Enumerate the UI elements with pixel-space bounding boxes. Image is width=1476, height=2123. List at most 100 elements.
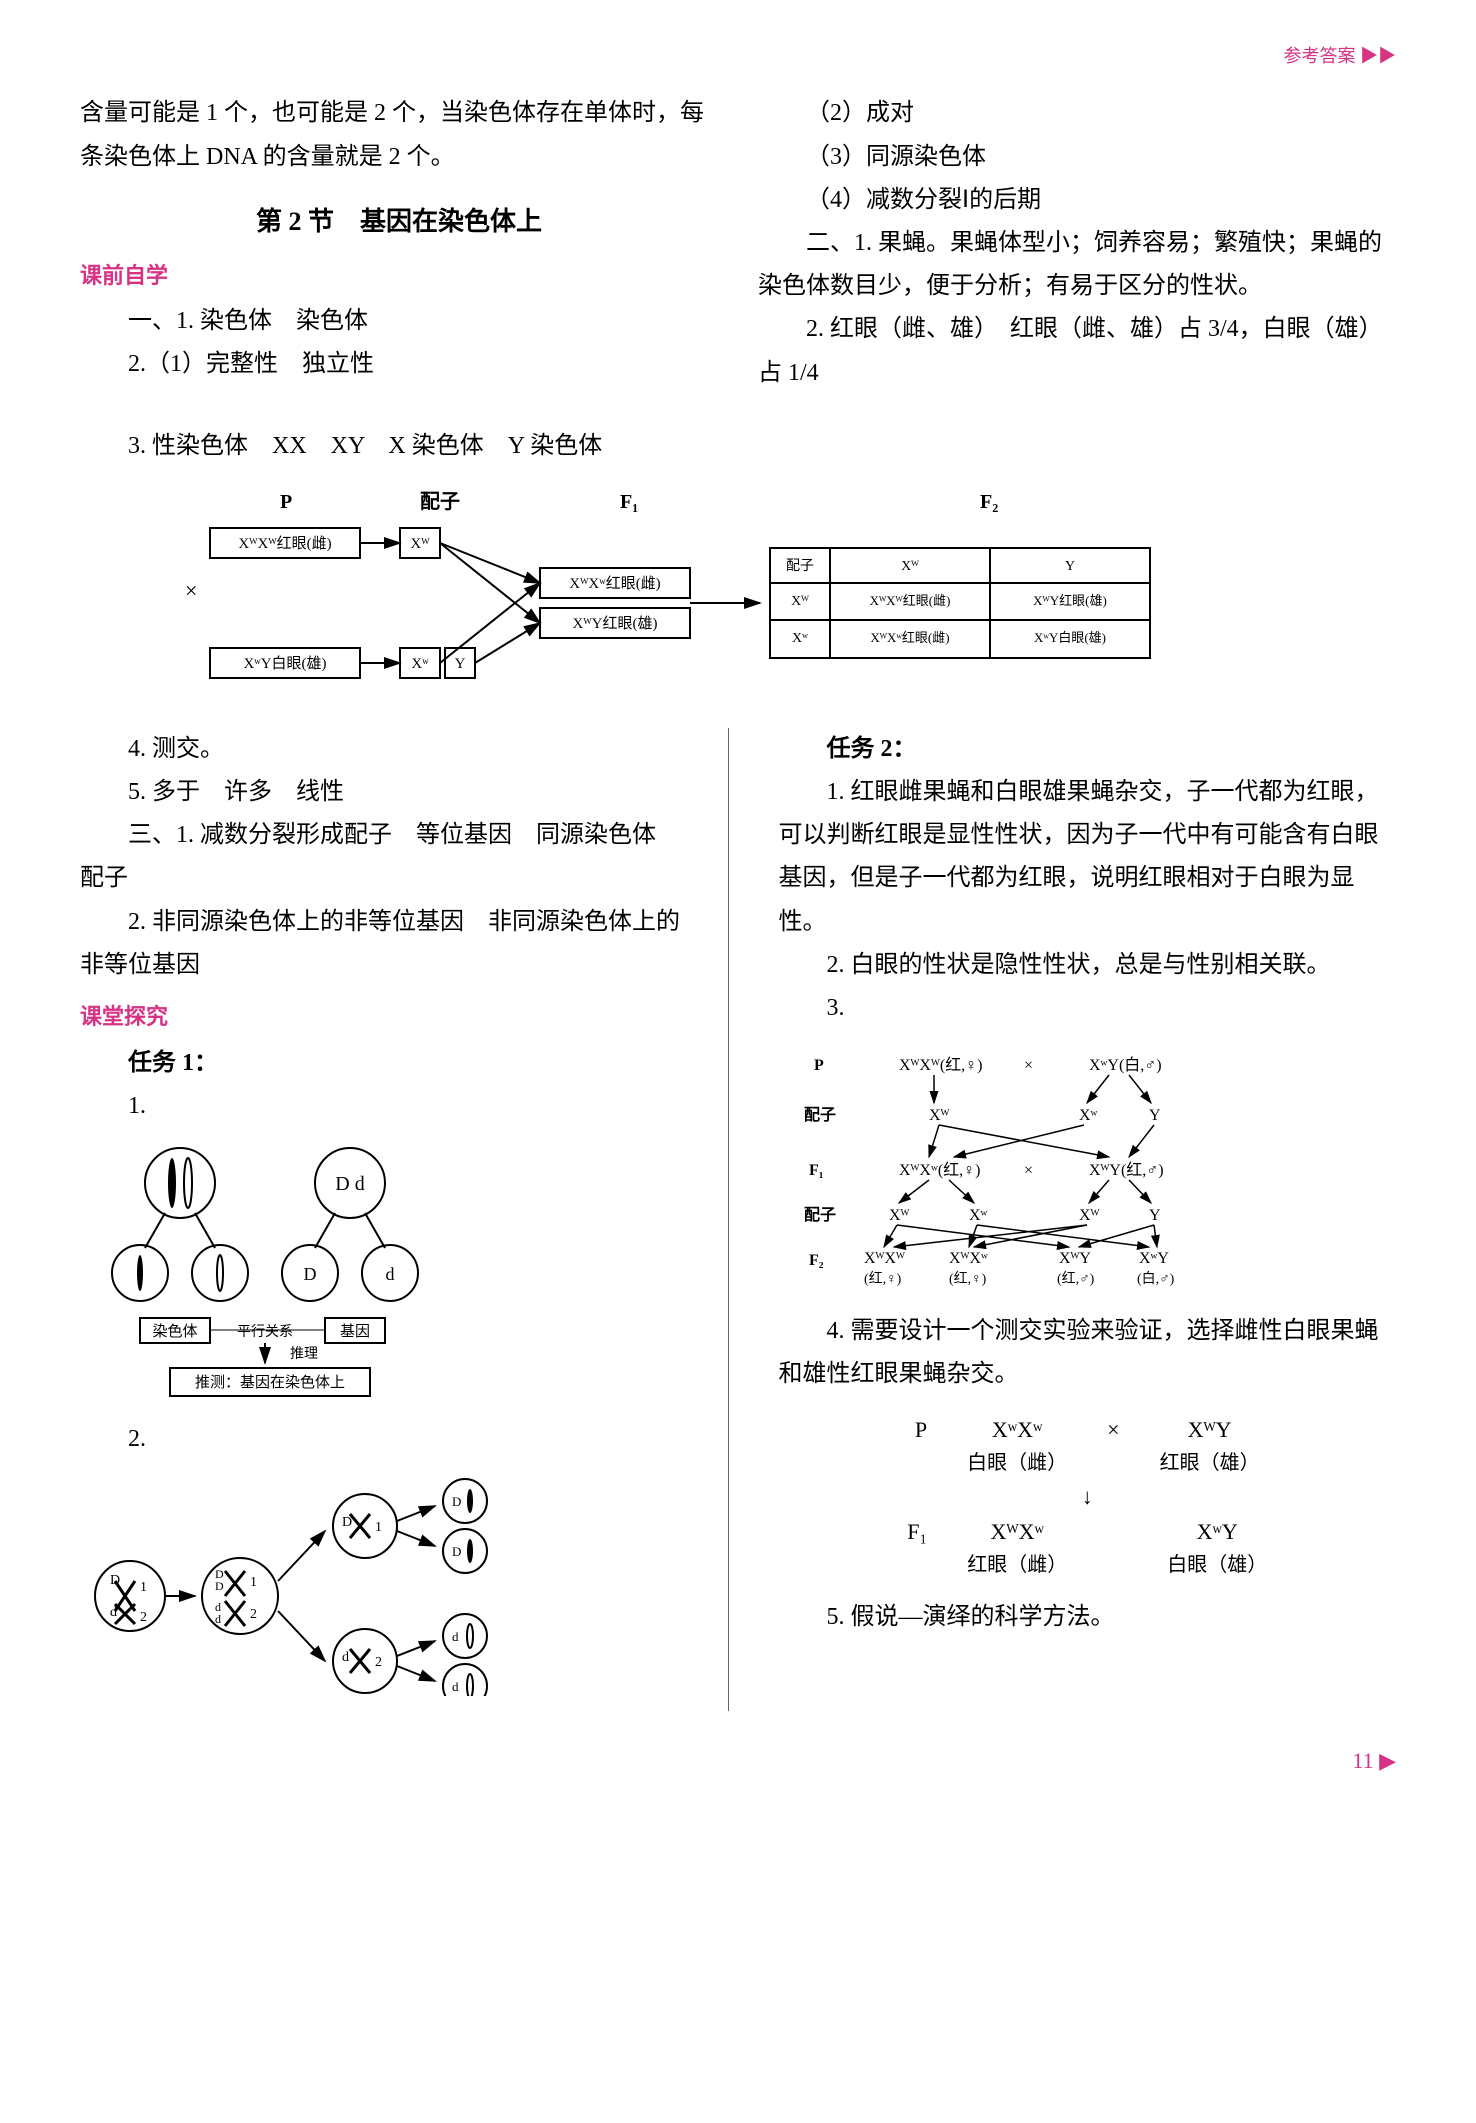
tc-f1f: XᵂXʷ — [967, 1514, 1067, 1549]
num-1: 1. — [80, 1085, 698, 1128]
task1-diagram-2: D 1 d 2 DD 1 dd 2 D 1 — [80, 1476, 698, 1696]
svg-text:配子: 配子 — [804, 1106, 836, 1124]
parallel-text: 平行关系 — [237, 1324, 293, 1340]
task1-diagram-1: D d D d 染色体 平行关系 基因 推理 — [80, 1143, 698, 1403]
d-upper: D — [304, 1264, 317, 1284]
tc-cross: × — [1107, 1412, 1119, 1447]
tc-pf: XʷXʷ — [967, 1412, 1067, 1447]
task1-label: 任务 1： — [80, 1042, 698, 1085]
table-r1c1: XᵂXᵂ红眼(雌) — [870, 593, 951, 608]
svg-text:d: d — [215, 1612, 221, 1626]
line-1-1: 一、1. 染色体 染色体 — [80, 300, 718, 343]
section-2-title: 第 2 节 基因在染色体上 — [80, 199, 718, 246]
svg-text:D: D — [452, 1544, 461, 1559]
bottom-columns: 4. 测交。 5. 多于 许多 线性 三、1. 减数分裂形成配子 等位基因 同源… — [80, 728, 1396, 1711]
gamete-y: Y — [455, 656, 466, 672]
line-6: 三、1. 减数分裂形成配子 等位基因 同源染色体 配子 — [80, 814, 698, 900]
answer-b2: 2. 红眼（雌、雄） 红眼（雌、雄）占 3/4，白眼（雄）占 1/4 — [758, 308, 1396, 394]
svg-text:(红,♂): (红,♂) — [1057, 1271, 1095, 1287]
infer-text: 推理 — [290, 1346, 318, 1362]
svg-text:XᵂXʷ: XᵂXʷ — [949, 1250, 988, 1267]
tc-pf-label: 白眼（雌） — [967, 1447, 1067, 1479]
svg-text:1: 1 — [375, 1520, 382, 1535]
table-col-xw: Xᵂ — [901, 559, 919, 574]
task2-5: 5. 假说—演绎的科学方法。 — [779, 1596, 1397, 1639]
svg-text:XᵂY: XᵂY — [1059, 1250, 1091, 1267]
svg-text:(红,♀): (红,♀) — [864, 1271, 902, 1287]
svg-text:d: d — [110, 1605, 117, 1620]
task2-1: 1. 红眼雌果蝇和白眼雄果蝇杂交，子一代都为红眼，可以判断红眼是显性性状，因为子… — [779, 771, 1397, 944]
bottom-left-column: 4. 测交。 5. 多于 许多 线性 三、1. 减数分裂形成配子 等位基因 同源… — [80, 728, 729, 1711]
line-5: 5. 多于 许多 线性 — [80, 771, 698, 814]
svg-text:d: d — [342, 1650, 349, 1665]
svg-text:Xʷ: Xʷ — [1079, 1107, 1098, 1124]
svg-text:XʷY: XʷY — [1139, 1250, 1169, 1267]
genetics-diagram-1: P 配子 F₁ F₂ XᵂXᵂ红眼(雌) Xᵂ × XʷY白眼(雄) Xʷ Y … — [160, 488, 1396, 708]
testcross-diagram: P XʷXʷ 白眼（雌） × XᵂY 红眼（雄） ↓ F₁ XᵂXʷ 红眼（雌） — [779, 1412, 1397, 1582]
gamete-label: 配子 — [420, 490, 460, 513]
cross-svg-3: P XᵂXᵂ(红,♀) × XʷY(白,♂) 配子 Xᵂ Xʷ Y F₁ XᵂX… — [779, 1045, 1299, 1295]
full-width-line3: 3. 性染色体 XX XY X 染色体 Y 染色体 P 配子 F₁ F₂ XᵂX… — [80, 425, 1396, 708]
page-number: 11 ▶ — [80, 1741, 1396, 1781]
table-row-xw: Xᵂ — [791, 594, 809, 609]
svg-text:P: P — [814, 1057, 824, 1074]
gamete-xw: Xᵂ — [410, 536, 430, 552]
svg-text:Xʷ: Xʷ — [969, 1207, 988, 1224]
line-3: 3. 性染色体 XX XY X 染色体 Y 染色体 — [80, 425, 1396, 468]
p-male-box: XʷY白眼(雄) — [243, 655, 326, 672]
table-r1c2: XᵂY红眼(雄) — [1033, 593, 1107, 608]
svg-text:2: 2 — [250, 1607, 257, 1622]
tc-arrow: ↓ — [779, 1479, 1397, 1514]
task2-4: 4. 需要设计一个测交实验来验证，选择雌性白眼果蝇和雄性红眼果蝇杂交。 — [779, 1310, 1397, 1396]
conclusion-text: 推测：基因在染色体上 — [195, 1374, 345, 1391]
task2-3: 3. — [779, 987, 1397, 1030]
svg-text:(红,♀): (红,♀) — [949, 1271, 987, 1287]
paragraph-dna: 含量可能是 1 个，也可能是 2 个，当染色体存在单体时，每条染色体上 DNA … — [80, 92, 718, 178]
cross-x: × — [185, 578, 197, 603]
svg-text:D: D — [215, 1579, 224, 1593]
svg-text:Xᵂ: Xᵂ — [929, 1107, 950, 1124]
gene-text: 基因 — [340, 1323, 370, 1340]
classroom-explore-label: 课堂探究 — [80, 997, 698, 1037]
chromosome-text: 染色体 — [152, 1323, 197, 1340]
tc-pm-label: 红眼（雄） — [1160, 1447, 1260, 1479]
svg-text:XʷY(白,♂): XʷY(白,♂) — [1089, 1056, 1162, 1074]
svg-text:XᵂXʷ(红,♀): XᵂXʷ(红,♀) — [899, 1161, 980, 1179]
tc-f1m: XʷY — [1167, 1514, 1267, 1549]
dd-text: D d — [335, 1173, 364, 1195]
svg-text:×: × — [1024, 1162, 1033, 1179]
svg-text:F₂: F₂ — [809, 1252, 824, 1269]
answer-2: （2）成对 — [758, 92, 1396, 135]
table-row-xw-l: Xʷ — [792, 631, 809, 646]
tc-f1m-label: 白眼（雄） — [1167, 1549, 1267, 1581]
F2-label: F₂ — [980, 491, 998, 513]
line-7: 2. 非同源染色体上的非等位基因 非同源染色体上的非等位基因 — [80, 901, 698, 987]
tc-f1f-label: 红眼（雌） — [967, 1549, 1067, 1581]
svg-text:F₁: F₁ — [809, 1162, 824, 1179]
task1-svg-2: D 1 d 2 DD 1 dd 2 D 1 — [80, 1476, 580, 1696]
table-r2c2: XʷY白眼(雄) — [1034, 630, 1106, 645]
bottom-right-column: 任务 2： 1. 红眼雌果蝇和白眼雄果蝇杂交，子一代都为红眼，可以判断红眼是显性… — [769, 728, 1397, 1711]
gamete-xw-lower: Xʷ — [411, 656, 429, 672]
svg-text:Xᵂ: Xᵂ — [1079, 1207, 1100, 1224]
svg-text:D: D — [342, 1515, 352, 1530]
p-female-box: XᵂXᵂ红眼(雌) — [238, 535, 331, 552]
svg-text:XᵂY(红,♂): XᵂY(红,♂) — [1089, 1161, 1164, 1179]
top-left-column: 含量可能是 1 个，也可能是 2 个，当染色体存在单体时，每条染色体上 DNA … — [80, 92, 718, 394]
svg-text:Xᵂ: Xᵂ — [889, 1207, 910, 1224]
genetics-svg-1: P 配子 F₁ F₂ XᵂXᵂ红眼(雌) Xᵂ × XʷY白眼(雄) Xʷ Y … — [160, 488, 1260, 708]
svg-text:(白,♂): (白,♂) — [1137, 1271, 1175, 1287]
svg-text:1: 1 — [250, 1575, 257, 1590]
task2-2: 2. 白眼的性状是隐性性状，总是与性别相关联。 — [779, 944, 1397, 987]
line-4: 4. 测交。 — [80, 728, 698, 771]
tc-f1: F₁ — [907, 1514, 927, 1549]
svg-text:XᵂXᵂ(红,♀): XᵂXᵂ(红,♀) — [899, 1056, 983, 1074]
answer-3: （3）同源染色体 — [758, 136, 1396, 179]
svg-text:Y: Y — [1149, 1207, 1161, 1224]
f1-male: XᵂY红眼(雄) — [573, 615, 658, 632]
P-label: P — [280, 491, 292, 513]
tc-pm: XᵂY — [1160, 1412, 1260, 1447]
task1-svg: D d D d 染色体 平行关系 基因 推理 — [80, 1143, 460, 1403]
svg-text:XᵂXᵂ: XᵂXᵂ — [864, 1250, 905, 1267]
svg-text:配子: 配子 — [804, 1206, 836, 1224]
